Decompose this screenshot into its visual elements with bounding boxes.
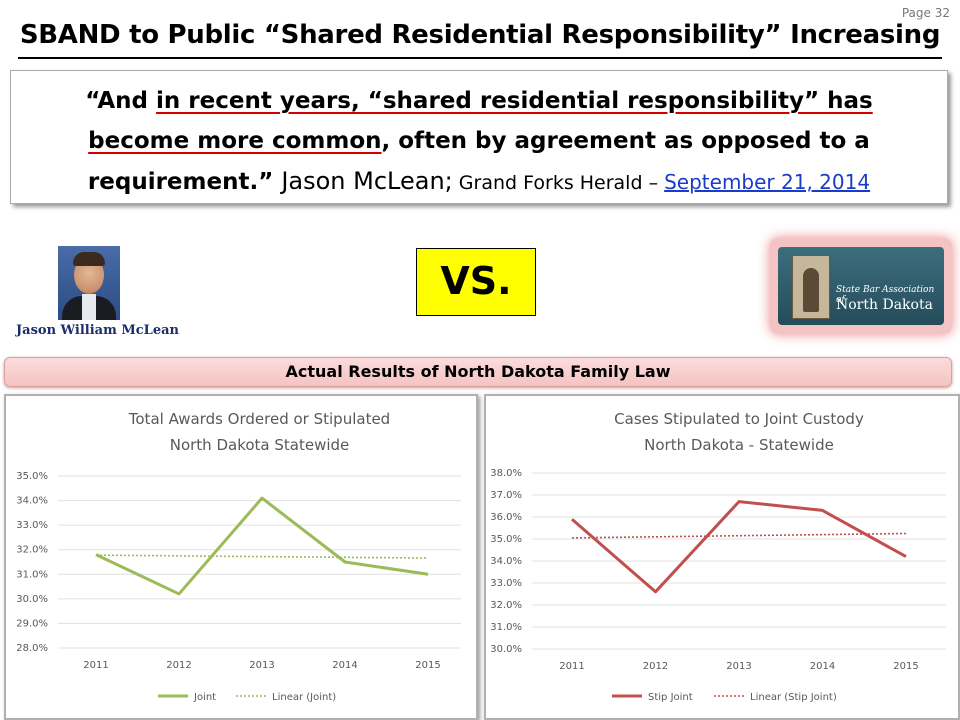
photo-shirt <box>82 294 96 320</box>
x-tick-label: 2014 <box>332 660 357 671</box>
quote-part-4: , often by agreement as opposed to a req… <box>87 128 870 195</box>
chart-total-awards: Total Awards Ordered or Stipulated North … <box>16 410 461 703</box>
y-tick-label: 35.0% <box>490 534 522 545</box>
x-tick-label: 2012 <box>166 660 191 671</box>
y-tick-label: 28.0% <box>16 643 48 654</box>
y-tick-label: 29.0% <box>16 618 48 629</box>
quote-underlined-1: in recent years, “shared residential res… <box>156 88 873 114</box>
legend-label: Linear (Stip Joint) <box>750 692 837 703</box>
quote-box: “And in recent years, “shared residentia… <box>10 70 948 204</box>
series-line-0 <box>571 500 907 594</box>
quote-text: “And in recent years, “shared residentia… <box>85 88 873 195</box>
person-photo <box>58 246 120 320</box>
seal-icon <box>792 255 830 319</box>
vs-label: VS. <box>416 248 536 316</box>
state-bar-logo: State Bar Association of North Dakota <box>778 247 944 325</box>
photo-caption: Jason William McLean <box>16 323 179 338</box>
page-title: SBAND to Public “Shared Residential Resp… <box>19 20 941 50</box>
x-tick-label: 2013 <box>726 661 751 672</box>
page-number: Page 32 <box>901 6 950 20</box>
quote-author: Jason McLean; <box>281 167 453 195</box>
legend-label: Linear (Joint) <box>272 692 336 703</box>
chart-title: Total Awards Ordered or Stipulated <box>128 410 390 428</box>
seal-figure <box>803 268 819 312</box>
x-tick-label: 2014 <box>810 661 835 672</box>
y-tick-label: 33.0% <box>490 578 522 589</box>
section-header: Actual Results of North Dakota Family La… <box>4 357 952 387</box>
chart-subtitle: North Dakota Statewide <box>170 436 350 454</box>
y-tick-label: 30.0% <box>490 644 522 655</box>
chart-panel-total-awards: Total Awards Ordered or Stipulated North … <box>4 394 478 720</box>
x-tick-label: 2011 <box>83 660 108 671</box>
y-tick-label: 31.0% <box>16 569 48 580</box>
logo-line-2: North Dakota <box>836 297 933 313</box>
x-tick-label: 2013 <box>249 660 274 671</box>
legend-label: Joint <box>193 692 216 703</box>
quote-part-1: “And <box>85 88 157 114</box>
y-tick-label: 38.0% <box>490 468 522 479</box>
quote-publication: Grand Forks Herald – <box>452 172 665 194</box>
y-tick-label: 31.0% <box>490 622 522 633</box>
photo-hair <box>73 252 105 266</box>
chart-panel-stipulated: Cases Stipulated to Joint Custody North D… <box>484 394 960 720</box>
legend-label: Stip Joint <box>648 692 693 703</box>
x-tick-label: 2012 <box>643 661 668 672</box>
series-line-1 <box>571 532 907 539</box>
y-tick-label: 34.0% <box>490 556 522 567</box>
y-tick-label: 32.0% <box>16 545 48 556</box>
chart-title: Cases Stipulated to Joint Custody <box>614 410 864 428</box>
x-tick-label: 2015 <box>893 661 918 672</box>
series-line-1 <box>95 554 429 559</box>
y-tick-label: 33.0% <box>16 520 48 531</box>
series-line-0 <box>95 496 429 596</box>
chart-subtitle: North Dakota - Statewide <box>644 436 834 454</box>
chart-stipulated-joint: Cases Stipulated to Joint Custody North D… <box>490 410 946 703</box>
x-tick-label: 2011 <box>559 661 584 672</box>
y-tick-label: 35.0% <box>16 471 48 482</box>
y-tick-label: 32.0% <box>490 600 522 611</box>
title-underline <box>18 57 942 59</box>
y-tick-label: 34.0% <box>16 496 48 507</box>
quote-underlined-2: become more common <box>88 128 382 154</box>
logo-line-1: State Bar Association of <box>836 285 935 305</box>
y-tick-label: 36.0% <box>490 512 522 523</box>
y-tick-label: 30.0% <box>16 594 48 605</box>
x-tick-label: 2015 <box>415 660 440 671</box>
quote-date-link[interactable]: September 21, 2014 <box>664 170 871 194</box>
y-tick-label: 37.0% <box>490 490 522 501</box>
